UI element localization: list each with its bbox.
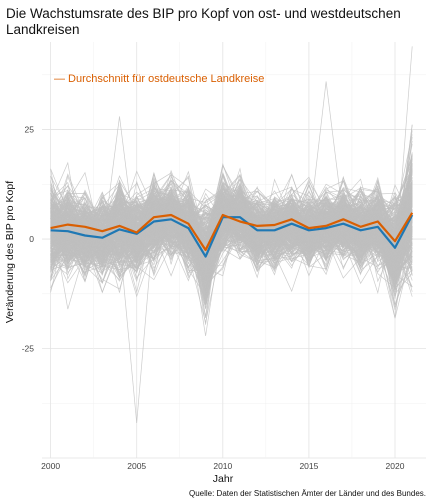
county-line (50, 186, 413, 253)
x-axis-ticks: 2000 2005 2010 2015 2020 (41, 461, 405, 471)
x-tick-label: 2015 (299, 461, 318, 471)
east-average-line (50, 212, 414, 252)
county-line (50, 187, 413, 251)
county-lines (50, 46, 413, 424)
y-tick-label: -25 (22, 344, 35, 354)
y-axis-ticks: -25 0 25 (22, 125, 35, 354)
county-line (50, 196, 413, 255)
chart-caption: Quelle: Daten der Statistischen Ämter de… (189, 489, 426, 498)
county-line (50, 187, 413, 295)
average-lines (50, 212, 414, 258)
east-average-annotation: — Durchschnitt für ostdeutsche Landkreis… (54, 73, 264, 85)
y-axis-label: Veränderung des BIP pro Kopf (4, 181, 16, 323)
county-line (50, 198, 413, 274)
county-line (50, 202, 413, 285)
y-tick-label: 25 (25, 125, 35, 135)
chart-title-line-2: Landkreisen (6, 22, 80, 37)
county-line (50, 191, 413, 267)
x-axis-label: Jahr (213, 473, 234, 485)
x-tick-label: 2010 (213, 461, 232, 471)
x-tick-label: 2000 (41, 461, 60, 471)
county-line (50, 191, 413, 259)
chart-title-line-1: Die Wachstumsrate des BIP pro Kopf von o… (6, 6, 401, 21)
y-tick-label: 0 (29, 234, 34, 244)
county-line (50, 157, 413, 281)
x-tick-label: 2005 (127, 461, 146, 471)
x-tick-label: 2020 (386, 461, 405, 471)
